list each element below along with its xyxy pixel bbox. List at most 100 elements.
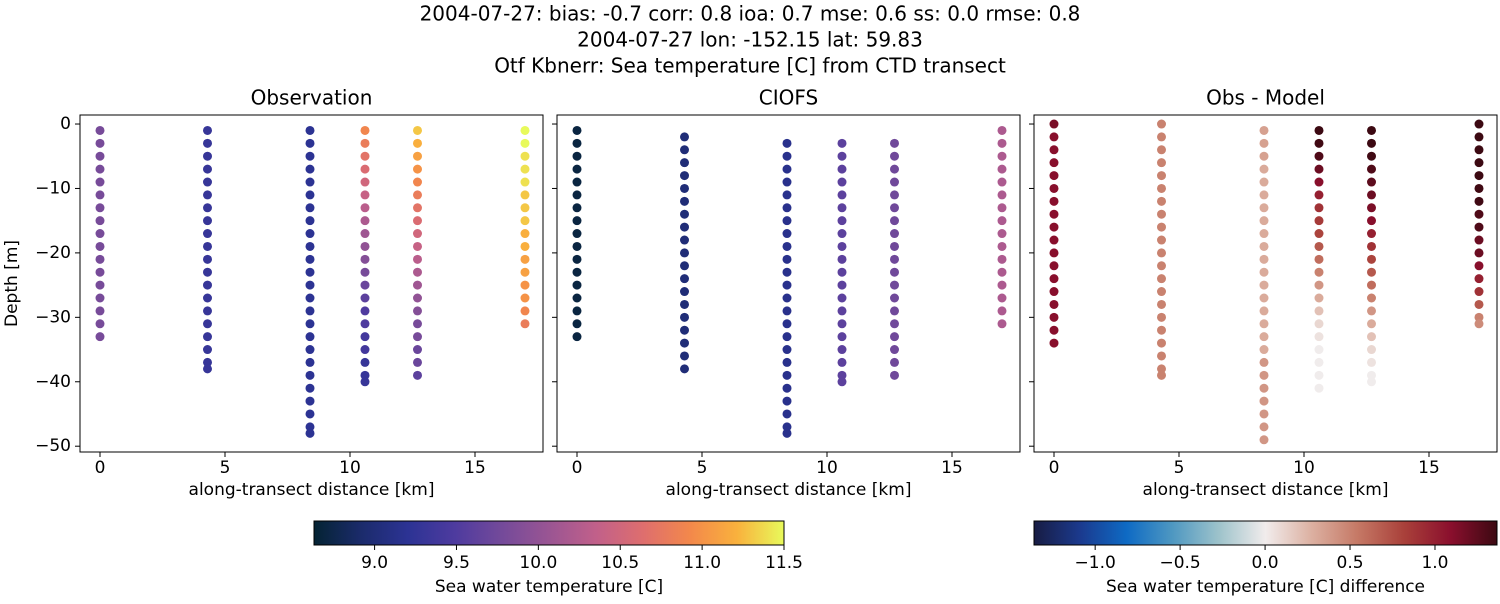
point	[360, 164, 370, 174]
point	[1259, 177, 1269, 187]
point	[997, 164, 1007, 174]
point	[360, 151, 370, 161]
colorbar-tick-label: −1.0	[1075, 553, 1116, 573]
point	[997, 177, 1007, 187]
point	[1157, 299, 1166, 309]
point	[305, 190, 315, 200]
point	[1474, 158, 1484, 168]
point	[95, 254, 105, 264]
point	[520, 164, 530, 174]
point	[203, 306, 212, 316]
colorbar-tick-label: 11.5	[765, 553, 803, 573]
point	[1474, 132, 1484, 142]
point	[413, 306, 422, 316]
point	[1474, 274, 1484, 284]
point	[203, 357, 212, 367]
point	[1367, 345, 1376, 355]
point	[360, 229, 370, 239]
colorbar-tick-label: 10.0	[519, 553, 557, 573]
plot-frame	[79, 114, 544, 453]
point	[1474, 261, 1484, 271]
point	[1049, 338, 1059, 348]
point	[890, 229, 899, 239]
point	[572, 216, 582, 226]
point	[1474, 235, 1484, 245]
point	[782, 293, 792, 303]
point	[837, 319, 847, 329]
point	[782, 306, 792, 316]
point	[520, 254, 530, 264]
point	[95, 267, 105, 277]
point	[680, 132, 689, 142]
point	[782, 319, 792, 329]
point	[1474, 222, 1484, 232]
point	[680, 248, 689, 258]
point	[1049, 312, 1059, 322]
point	[837, 203, 847, 213]
point	[1157, 119, 1166, 129]
x-axis-label: along-transect distance [km]	[1143, 480, 1389, 500]
point	[95, 177, 105, 187]
point	[1259, 267, 1269, 277]
point	[782, 203, 792, 213]
point	[1157, 312, 1166, 322]
point	[203, 190, 212, 200]
point	[1367, 332, 1376, 342]
x-axis-label: along-transect distance [km]	[666, 480, 912, 500]
point	[305, 345, 315, 355]
point	[1157, 364, 1166, 374]
point	[520, 177, 530, 187]
point	[1314, 177, 1324, 187]
point	[305, 138, 315, 148]
point	[680, 183, 689, 193]
x-tick-label: 10	[339, 458, 361, 478]
point	[520, 138, 530, 148]
point	[520, 190, 530, 200]
point	[680, 145, 689, 155]
point	[1367, 293, 1376, 303]
point	[203, 164, 212, 174]
x-axis-label: along-transect distance [km]	[189, 480, 435, 500]
point	[680, 261, 689, 271]
point	[360, 319, 370, 329]
point	[1367, 319, 1376, 329]
point	[890, 151, 899, 161]
point	[1314, 293, 1324, 303]
point	[1314, 345, 1324, 355]
y-tick-label: −20	[35, 243, 71, 263]
point	[997, 267, 1007, 277]
point	[1259, 332, 1269, 342]
point	[680, 274, 689, 284]
point	[360, 267, 370, 277]
point	[360, 280, 370, 290]
point	[360, 241, 370, 251]
point	[1367, 241, 1376, 251]
point	[572, 319, 582, 329]
point	[1314, 357, 1324, 367]
colorbar-tick-label: −0.5	[1159, 553, 1200, 573]
chart-title: 2004-07-27: bias: -0.7 corr: 0.8 ioa: 0.…	[420, 2, 1081, 26]
point	[572, 203, 582, 213]
point	[1157, 222, 1166, 232]
point	[305, 125, 315, 135]
point	[782, 229, 792, 239]
point	[1259, 345, 1269, 355]
point	[997, 138, 1007, 148]
point	[413, 216, 422, 226]
point	[837, 254, 847, 264]
point	[95, 151, 105, 161]
point	[413, 177, 422, 187]
point	[305, 241, 315, 251]
point	[95, 332, 105, 342]
point	[1259, 138, 1269, 148]
point	[572, 241, 582, 251]
point	[360, 293, 370, 303]
point	[1367, 138, 1376, 148]
point	[1314, 241, 1324, 251]
point	[1314, 164, 1324, 174]
point	[837, 151, 847, 161]
point	[1259, 306, 1269, 316]
y-tick-label: 0	[60, 114, 71, 134]
point	[680, 325, 689, 335]
point	[997, 216, 1007, 226]
